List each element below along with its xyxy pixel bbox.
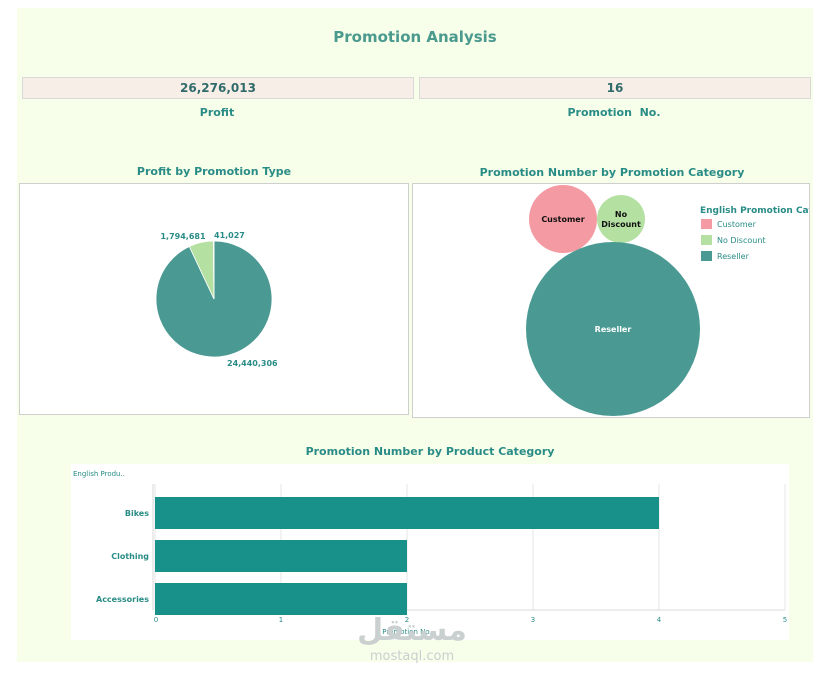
pie-chart-panel: 24,440,306 1,794,681 41,027 <box>19 183 409 415</box>
x-tick-label: 1 <box>279 616 283 624</box>
bubble-label-line: Discount <box>601 220 641 229</box>
x-tick-label: 4 <box>657 616 662 624</box>
bubble-label: No Discount <box>601 210 641 229</box>
watermark-arabic: مستقل <box>357 613 467 648</box>
bubble-label: Reseller <box>595 325 632 334</box>
promotion-count-kpi-label: Promotion No. <box>567 106 661 119</box>
pie-slice-label: 1,794,681 <box>160 232 205 241</box>
bar-category-label: Accessories <box>96 595 149 604</box>
bar-chart: English Produ.. 0 1 2 3 4 5 Bikes Clothing Access… <box>73 470 787 636</box>
x-axis-label: Promotion No. <box>382 628 431 636</box>
x-tick-label: 2 <box>405 616 409 624</box>
legend-swatch <box>701 219 712 229</box>
pie-chart-title: Profit by Promotion Type <box>136 165 292 178</box>
bar <box>155 583 407 615</box>
bubble-label: Customer <box>541 215 584 224</box>
profit-kpi-label: Profit <box>199 106 235 119</box>
bubble <box>597 195 645 243</box>
legend-title: English Promotion Cat.. <box>700 206 809 216</box>
legend-swatch <box>701 251 712 261</box>
legend-item: Reseller <box>717 252 750 261</box>
bubble-chart-panel: Customer No Discount Reseller English Promot… <box>412 183 820 418</box>
pie-slice <box>213 240 215 300</box>
legend-item: No Discount <box>717 236 766 245</box>
profit-kpi-value: 26,276,013 <box>22 77 414 99</box>
bar <box>155 497 659 529</box>
bar-chart-panel: English Produ.. 0 1 2 3 4 5 Bikes Clothing Access… <box>71 464 789 640</box>
bubble-chart: Customer No Discount Reseller English Promot… <box>526 185 820 416</box>
x-tick-label: 0 <box>154 616 158 624</box>
x-tick-label: 5 <box>783 616 787 624</box>
bubble <box>529 185 597 253</box>
x-tick-label: 3 <box>531 616 535 624</box>
bubble-label-line: No <box>615 210 628 219</box>
pie-chart: 24,440,306 1,794,681 41,027 <box>155 231 278 368</box>
legend-swatch <box>701 235 712 245</box>
row-header: English Produ.. <box>73 470 125 478</box>
bar <box>155 540 407 572</box>
dashboard-title: Promotion Analysis <box>333 28 497 46</box>
bar-category-label: Clothing <box>111 552 149 561</box>
dashboard: Promotion Analysis 26,276,013 16 Profit … <box>17 8 820 664</box>
bubble-chart-title: Promotion Number by Promotion Category <box>479 166 745 179</box>
bar-category-label: Bikes <box>125 509 149 518</box>
pie-slice-label: 24,440,306 <box>227 359 278 368</box>
promotion-count-kpi-value: 16 <box>419 77 811 99</box>
legend-item: Customer <box>717 220 757 229</box>
watermark: مستقل mostaql.com <box>357 613 467 664</box>
watermark-url: mostaql.com <box>370 649 454 664</box>
pie-slice-label: 41,027 <box>214 231 245 240</box>
bubble <box>526 242 700 416</box>
bar-chart-title: Promotion Number by Product Category <box>305 445 555 458</box>
